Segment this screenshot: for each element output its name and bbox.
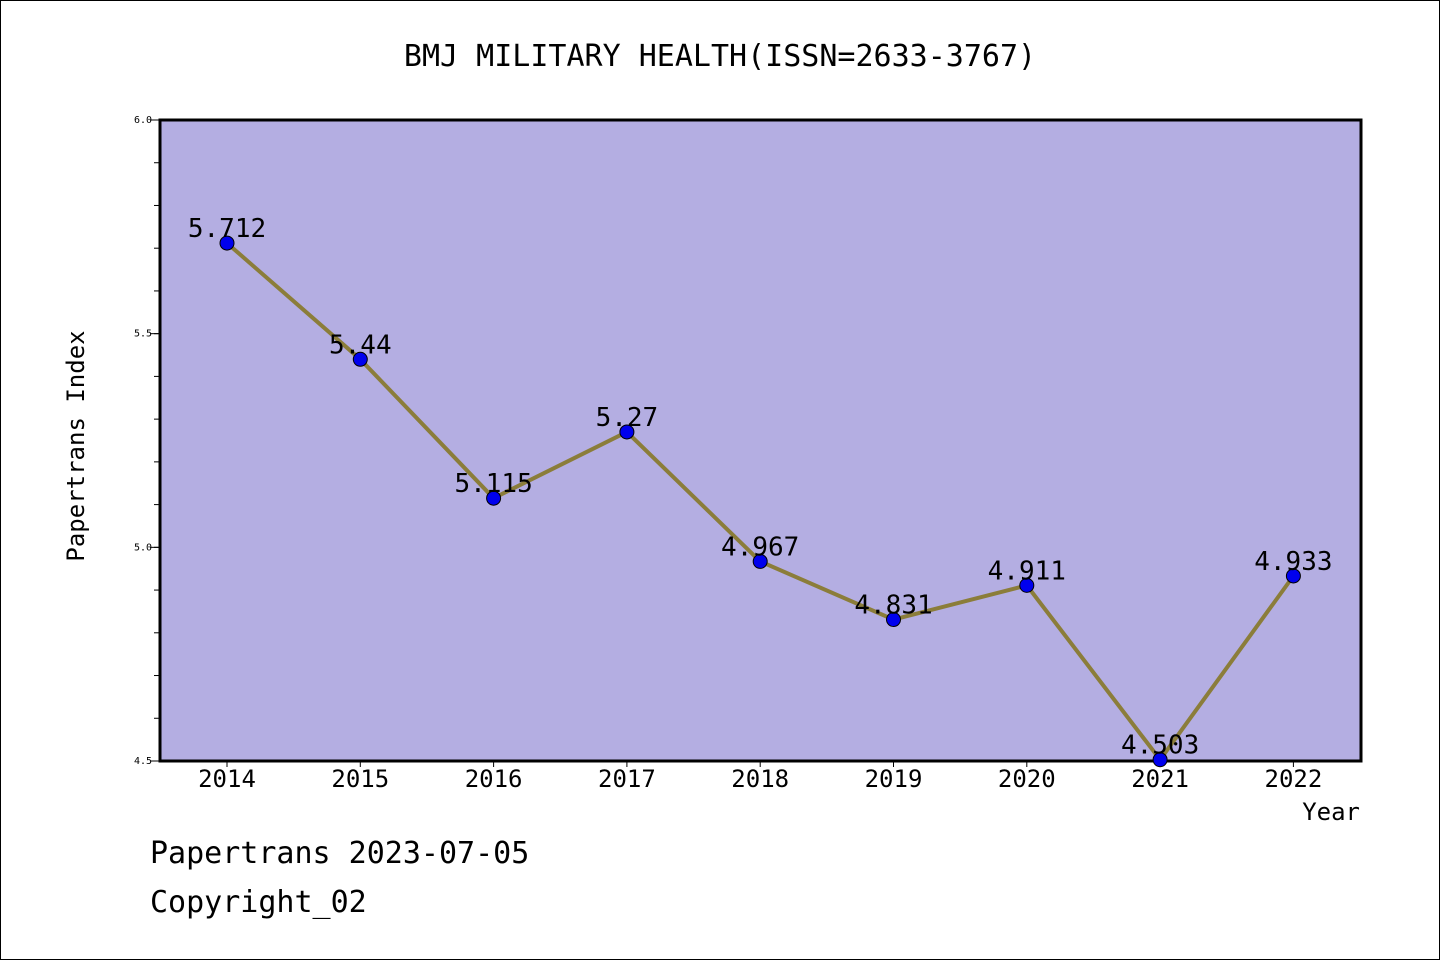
data-label: 4.503 — [1121, 731, 1199, 761]
x-tick-label: 2019 — [865, 765, 923, 793]
data-point — [1019, 577, 1035, 593]
y-tick-label: 4.5 — [134, 756, 152, 767]
data-point — [486, 490, 502, 506]
data-point — [752, 553, 768, 569]
data-label: 4.933 — [1254, 547, 1332, 577]
data-label: 5.27 — [596, 403, 659, 433]
x-tick-label: 2017 — [598, 765, 656, 793]
x-tick-label: 2021 — [1131, 765, 1189, 793]
x-axis: 2014 2015 2016 2017 2018 2019 2020 2021 2022 — [198, 761, 1322, 793]
data-label: 4.831 — [854, 591, 932, 621]
x-tick-label: 2015 — [331, 765, 389, 793]
data-labels: 5.712 5.44 5.115 5.27 4.967 4.831 4.911 4.503 4.… — [188, 214, 1333, 761]
footer-date: Papertrans 2023-07-05 — [150, 836, 530, 871]
x-tick-label: 2020 — [998, 765, 1056, 793]
chart-title: BMJ MILITARY HEALTH(ISSN=2633-3767) — [404, 39, 1036, 74]
data-label: 4.911 — [988, 556, 1066, 586]
y-tick-label: 5.5 — [134, 329, 152, 340]
x-axis-label: Year — [1302, 798, 1360, 826]
y-axis-label: Papertrans Index — [62, 330, 90, 561]
x-tick-label: 2016 — [465, 765, 523, 793]
y-tick-label: 5.0 — [134, 542, 152, 553]
data-point — [352, 351, 368, 367]
footer-copyright: Copyright_02 — [150, 885, 367, 920]
x-tick-label: 2014 — [198, 765, 256, 793]
data-label: 5.712 — [188, 214, 266, 244]
data-label: 5.115 — [454, 469, 532, 499]
data-point — [619, 424, 635, 440]
y-tick-label: 6.0 — [134, 115, 152, 126]
data-label: 4.967 — [721, 532, 799, 562]
data-markers — [219, 235, 1301, 768]
data-label: 5.44 — [329, 330, 392, 360]
data-point — [886, 612, 901, 628]
data-point — [1152, 752, 1168, 768]
x-tick-label: 2018 — [731, 765, 789, 793]
data-point — [219, 235, 235, 251]
y-axis: 4.5 5.0 5.5 6.0 — [134, 115, 160, 767]
plot-area — [158, 118, 1363, 763]
data-point — [1285, 568, 1301, 584]
x-tick-label: 2022 — [1265, 765, 1323, 793]
